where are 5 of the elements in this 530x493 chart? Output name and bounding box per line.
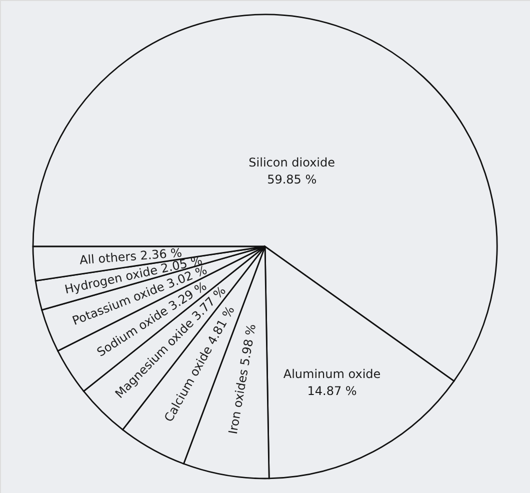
slice-label: Silicon dioxide [248, 156, 336, 170]
slice-label: Aluminum oxide [283, 366, 381, 381]
data-label: 59.85 % [267, 172, 317, 187]
data-label: 14.87 % [307, 384, 357, 398]
slice-label: Iron oxides 5.98 % [226, 323, 259, 436]
